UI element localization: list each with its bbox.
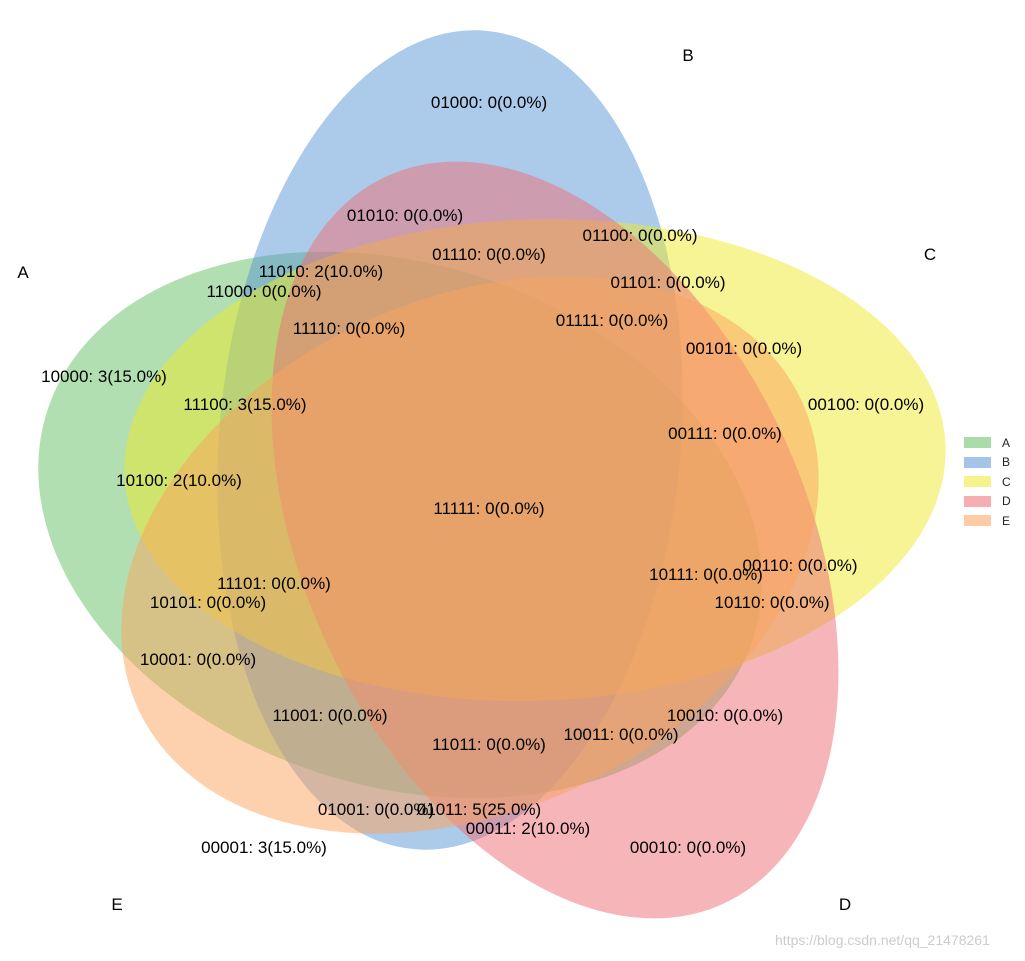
watermark: https://blog.csdn.net/qq_21478261 [775,932,990,948]
region-label-01110: 01110: 0(0.0%) [432,245,546,264]
legend-label-c: C [1002,474,1011,489]
region-label-01111: 01111: 0(0.0%) [556,311,668,330]
region-label-10011: 10011: 0(0.0%) [564,725,679,744]
legend-item-c: C [964,472,1022,492]
legend-swatch-a [964,437,991,449]
region-label-00001: 00001: 3(15.0%) [201,838,327,857]
region-label-10000: 10000: 3(15.0%) [41,367,167,386]
set-b-name: B [682,46,693,65]
region-label-01100: 01100: 0(0.0%) [583,226,698,245]
region-label-00111: 00111: 0(0.0%) [668,424,782,443]
region-label-00100: 00100: 0(0.0%) [808,395,924,414]
region-label-11000: 11000: 0(0.0%) [207,282,322,301]
legend-item-a: A [964,433,1022,453]
legend-item-e: E [964,511,1022,531]
legend-swatch-b [964,456,991,468]
region-label-01011: 01011: 5(25.0%) [417,800,541,819]
legend-label-b: B [1002,455,1011,470]
region-label-00101: 00101: 0(0.0%) [686,339,802,358]
region-label-11111: 11111: 0(0.0%) [433,499,544,518]
region-label-01010: 01010: 0(0.0%) [347,206,463,225]
region-label-00110: 00110: 0(0.0%) [743,556,858,575]
legend-label-a: A [1002,435,1011,450]
region-label-00010: 00010: 0(0.0%) [630,838,746,857]
region-label-11110: 11110: 0(0.0%) [293,319,405,338]
set-c-name: C [924,245,936,264]
region-label-10100: 10100: 2(10.0%) [116,471,242,490]
region-label-10101: 10101: 0(0.0%) [150,593,266,612]
legend-item-d: D [964,492,1022,512]
region-label-10001: 10001: 0(0.0%) [140,650,256,669]
region-label-00011: 00011: 2(10.0%) [466,819,590,838]
region-label-11001: 11001: 0(0.0%) [273,706,388,725]
region-label-01001: 01001: 0(0.0%) [318,800,434,819]
set-d-name: D [839,895,851,914]
region-label-11010: 11010: 2(10.0%) [259,262,383,281]
region-label-01101: 01101: 0(0.0%) [611,273,726,292]
legend: A B C D E [964,433,1022,531]
legend-swatch-d [964,495,991,507]
region-label-10111: 10111: 0(0.0%) [649,565,763,584]
legend-swatch-e [964,515,991,527]
region-label-01000: 01000: 0(0.0%) [431,93,547,112]
region-label-11011: 11011: 0(0.0%) [432,735,546,754]
legend-label-d: D [1002,494,1011,509]
legend-item-b: B [964,453,1022,473]
set-a-name: A [17,263,29,282]
region-label-11100: 11100: 3(15.0%) [183,395,306,414]
set-e-ellipse [121,276,819,834]
region-label-10110: 10110: 0(0.0%) [715,593,830,612]
legend-swatch-c [964,476,991,488]
region-label-11101: 11101: 0(0.0%) [217,574,331,593]
set-e-name: E [111,895,122,914]
legend-label-e: E [1002,513,1011,528]
region-label-10010: 10010: 0(0.0%) [667,706,783,725]
